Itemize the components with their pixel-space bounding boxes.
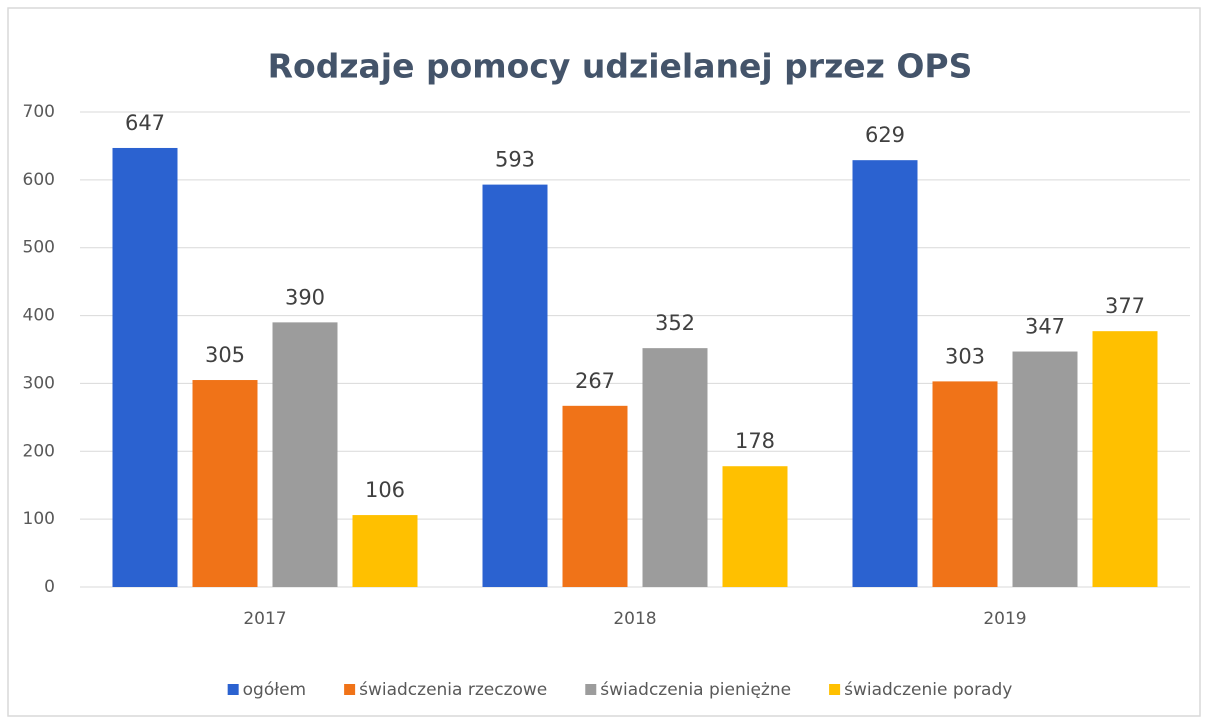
y-tick-label: 400 — [23, 306, 55, 326]
value-label: 377 — [1105, 294, 1145, 318]
value-label: 647 — [125, 111, 165, 135]
chart-frame — [7, 7, 1201, 717]
bar — [932, 381, 998, 587]
value-label: 178 — [735, 429, 775, 453]
legend-label: świadczenie porady — [844, 680, 1012, 700]
legend-swatch — [227, 684, 239, 695]
bar — [272, 322, 338, 587]
value-label: 347 — [1025, 315, 1065, 339]
x-tick-label: 2019 — [983, 609, 1026, 629]
y-tick-label: 600 — [23, 170, 55, 190]
y-tick-label: 300 — [23, 373, 55, 393]
value-label: 629 — [865, 123, 905, 147]
bar — [112, 147, 178, 587]
bar — [722, 466, 788, 587]
y-tick-label: 200 — [23, 441, 55, 461]
value-label: 305 — [205, 343, 245, 367]
legend-swatch — [585, 684, 597, 695]
legend-label: świadczenia pieniężne — [600, 680, 791, 700]
legend-swatch — [344, 684, 356, 695]
bar — [562, 405, 628, 587]
bar — [852, 160, 918, 587]
bar — [352, 515, 418, 587]
x-tick-label: 2017 — [243, 609, 286, 629]
y-tick-label: 700 — [23, 102, 55, 122]
y-tick-label: 0 — [44, 577, 55, 597]
value-label: 390 — [285, 285, 325, 309]
bar — [192, 380, 258, 587]
x-tick-label: 2018 — [613, 609, 656, 629]
bar — [1092, 331, 1158, 587]
legend-label: świadczenia rzeczowe — [359, 680, 547, 700]
legend-swatch — [829, 684, 841, 695]
value-label: 593 — [495, 148, 535, 172]
value-label: 267 — [575, 369, 615, 393]
value-label: 106 — [365, 478, 405, 502]
chart-title: Rodzaje pomocy udzielanej przez OPS — [268, 47, 973, 86]
value-label: 303 — [945, 344, 985, 368]
value-label: 352 — [655, 311, 695, 335]
bar — [642, 348, 708, 587]
bar — [1012, 351, 1078, 587]
y-tick-label: 500 — [23, 238, 55, 258]
bar — [482, 184, 548, 587]
legend-label: ogółem — [243, 680, 306, 700]
y-tick-label: 100 — [23, 509, 55, 529]
